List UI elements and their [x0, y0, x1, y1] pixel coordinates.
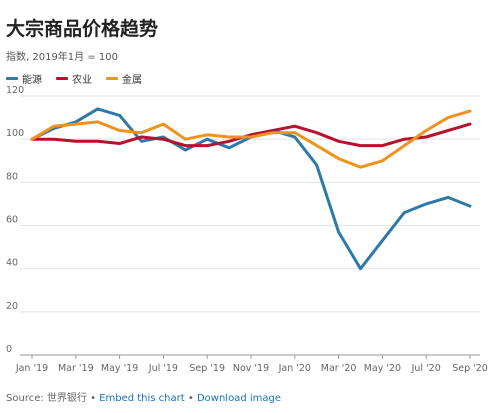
legend-swatch-metals: [106, 77, 118, 80]
legend-label-agriculture: 农业: [72, 75, 92, 86]
footer-separator: •: [86, 393, 100, 404]
x-tick-label: Jan '19: [15, 363, 48, 374]
chart-subtitle: 指数, 2019年1月 = 100: [6, 52, 118, 63]
y-tick-label: 120: [6, 85, 24, 96]
x-tick-label: Mar '19: [58, 363, 94, 374]
series-line-2: [30, 109, 472, 169]
legend-item-agriculture[interactable]: 农业: [56, 71, 92, 86]
series-line-0: [30, 107, 472, 271]
source-text: Source: 世界银行: [6, 393, 87, 404]
y-tick-label: 100: [6, 128, 24, 139]
x-tick-label: May '19: [101, 363, 138, 374]
embed-chart-link[interactable]: Embed this chart: [99, 393, 185, 404]
footer-separator: •: [184, 393, 197, 404]
y-tick-label: 20: [6, 301, 18, 312]
legend-label-metals: 金属: [122, 75, 142, 86]
x-tick-label: Jul '19: [148, 363, 178, 374]
chart-legend: 能源 农业 金属: [6, 71, 142, 86]
legend-item-metals[interactable]: 金属: [106, 71, 142, 86]
chart-title: 大宗商品价格趋势: [6, 18, 159, 40]
legend-item-energy[interactable]: 能源: [6, 71, 42, 86]
y-tick-label: 60: [6, 215, 18, 226]
y-tick-label: 40: [6, 258, 18, 269]
legend-swatch-agriculture: [56, 77, 68, 80]
chart-footer: Source: 世界银行 • Embed this chart • Downlo…: [6, 389, 281, 404]
series-line-1: [30, 122, 472, 148]
x-tick-label: May '20: [364, 363, 401, 374]
download-image-link[interactable]: Download image: [196, 393, 281, 404]
x-tick-label: Sep '19: [189, 363, 225, 374]
y-tick-label: 0: [6, 344, 12, 355]
x-tick-label: Sep '20: [452, 363, 488, 374]
y-tick-label: 80: [6, 171, 18, 182]
x-tick-label: Jul '20: [411, 363, 441, 374]
x-tick-label: Jan '20: [278, 363, 311, 374]
legend-label-energy: 能源: [22, 75, 42, 86]
x-tick-label: Nov '19: [233, 363, 269, 374]
x-tick-label: Mar '20: [321, 363, 357, 374]
legend-swatch-energy: [6, 77, 18, 80]
